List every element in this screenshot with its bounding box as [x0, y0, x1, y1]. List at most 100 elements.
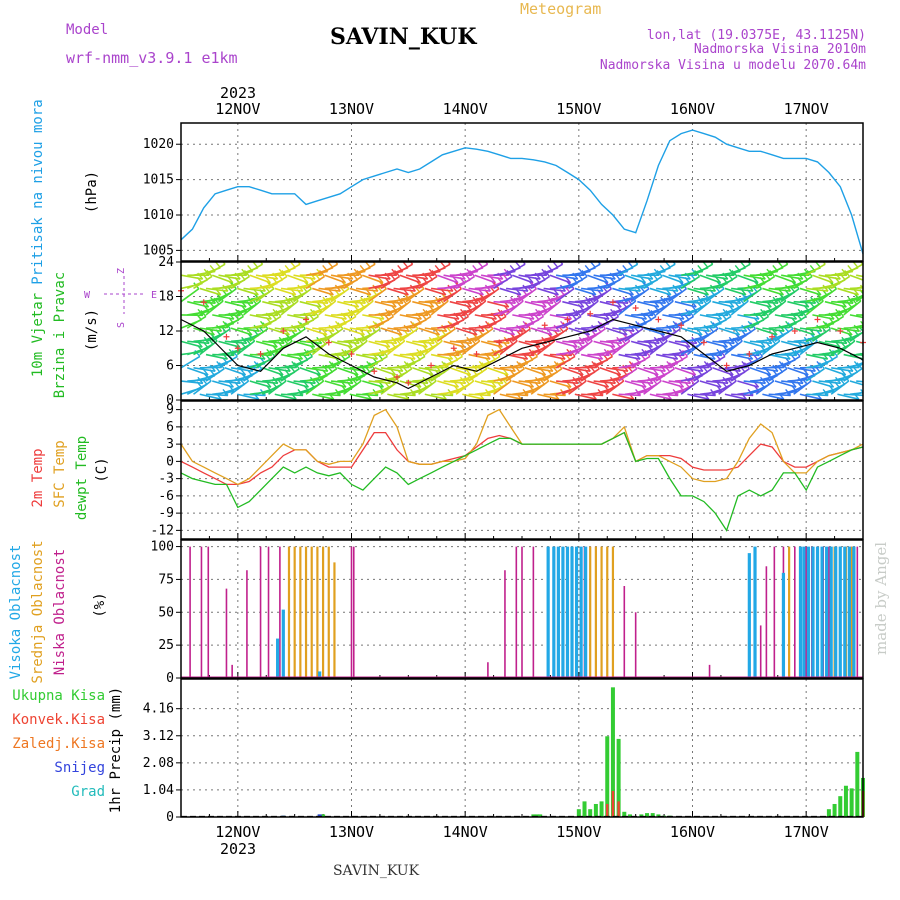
compass-letter: E — [151, 290, 157, 301]
wind-barb — [543, 353, 566, 360]
lonlat-label: lon,lat (19.0375E, 43.1125N) — [647, 28, 866, 43]
wind-barb — [268, 367, 291, 373]
wind-barb-flag — [876, 310, 881, 316]
wind-barb — [474, 353, 497, 357]
wind-barb — [462, 393, 484, 400]
wind-barb-flag — [873, 309, 878, 315]
gust-marker — [564, 316, 571, 323]
wind-barb — [506, 393, 529, 397]
wind-barb — [662, 380, 684, 388]
wind-barb — [318, 263, 338, 276]
wind-barb — [255, 340, 278, 348]
precip-bar — [838, 796, 843, 817]
wind-barb-flag — [867, 313, 872, 319]
pressure-axis-unit: (hPa) — [84, 171, 100, 213]
wind-barb — [768, 263, 789, 276]
precip-bar — [610, 687, 615, 817]
wind-barb — [518, 380, 541, 385]
gust-marker — [348, 351, 355, 357]
wind-barb — [774, 274, 796, 284]
wind-barb — [205, 393, 229, 397]
wind-barb — [662, 353, 685, 357]
precip-legend-item: Ukupna Kisa — [12, 688, 105, 704]
precip-bar — [656, 814, 661, 817]
wind-barb — [849, 274, 863, 281]
y-tick-label: 75 — [158, 572, 174, 587]
date-label-top: 14NOV — [443, 100, 488, 118]
wind-barb — [549, 380, 572, 388]
wind-barb-flag — [372, 262, 376, 265]
wind-barb — [693, 368, 713, 382]
wind-barb — [212, 380, 234, 388]
compass-letter: S — [116, 322, 127, 328]
wind-barb — [855, 362, 863, 369]
wind-barb — [380, 275, 400, 290]
wind-barb — [374, 300, 397, 308]
model-label: Model — [66, 22, 108, 38]
gust-marker — [541, 322, 548, 329]
wind-barb — [593, 274, 616, 280]
wind-barb — [843, 368, 863, 382]
wind-barb — [730, 368, 750, 382]
wind-barb — [305, 367, 328, 373]
gust-marker — [769, 333, 776, 340]
wind-barb — [199, 340, 218, 356]
wind-barb — [762, 327, 785, 332]
wind-barb — [843, 393, 863, 397]
temp-axis-unit: (C) — [94, 457, 110, 482]
wind-barb — [849, 294, 863, 303]
wind-barb — [411, 315, 432, 329]
wind-barb — [487, 300, 509, 308]
wind-barb — [711, 315, 732, 329]
wind-barb-flag — [878, 369, 883, 375]
wind-barb-flag — [334, 262, 339, 265]
wind-barb — [611, 340, 631, 356]
precip-bar — [627, 814, 632, 817]
compass-letter: W — [84, 290, 91, 301]
wind-barb — [555, 355, 576, 369]
wind-barb — [193, 275, 213, 290]
pressure-axis-title: Pritisak na nivou mora — [30, 99, 46, 284]
y-tick-label: 12 — [158, 324, 174, 339]
wind-barb — [637, 340, 660, 345]
wind-barb-flag — [860, 388, 863, 394]
wind-barb — [293, 380, 316, 385]
compass-cross — [104, 276, 144, 314]
wind-barb — [630, 274, 653, 280]
wind-barb — [468, 393, 491, 397]
wind-barb — [255, 288, 275, 303]
wind-barb — [412, 367, 434, 376]
wind-barb — [418, 380, 437, 395]
wind-barb — [505, 263, 526, 276]
wind-barb — [418, 367, 441, 373]
wind-barb — [230, 367, 253, 373]
precip-bar — [826, 809, 831, 817]
wind-barb — [556, 380, 579, 385]
wind-barb — [736, 328, 756, 343]
wind-barb — [781, 274, 803, 280]
gust-marker — [746, 351, 753, 357]
wind-barb-flag — [784, 262, 789, 265]
wind-barb — [668, 380, 691, 385]
wind-barb — [393, 353, 416, 360]
wind-barb — [643, 300, 666, 305]
gust-marker — [405, 379, 412, 386]
gust-marker — [393, 374, 400, 380]
y-tick-label: 2.08 — [143, 756, 174, 771]
wind-barb — [330, 355, 351, 369]
wind-barb — [274, 393, 297, 400]
wind-barb — [693, 300, 712, 316]
wind-barb — [737, 274, 759, 284]
wind-axis-unit: (m/s) — [84, 309, 100, 351]
wind-barb — [181, 274, 203, 280]
wind-barb — [418, 275, 438, 290]
gust-marker — [609, 299, 616, 306]
date-label-top: 12NOV — [215, 100, 260, 118]
wind-barb — [336, 315, 357, 329]
wind-barb — [805, 300, 824, 316]
wind-barb — [324, 274, 346, 284]
wind-barb — [437, 314, 460, 320]
wind-barb — [668, 288, 687, 303]
wind-barb-flag — [484, 262, 489, 265]
wind-barb — [474, 274, 496, 284]
